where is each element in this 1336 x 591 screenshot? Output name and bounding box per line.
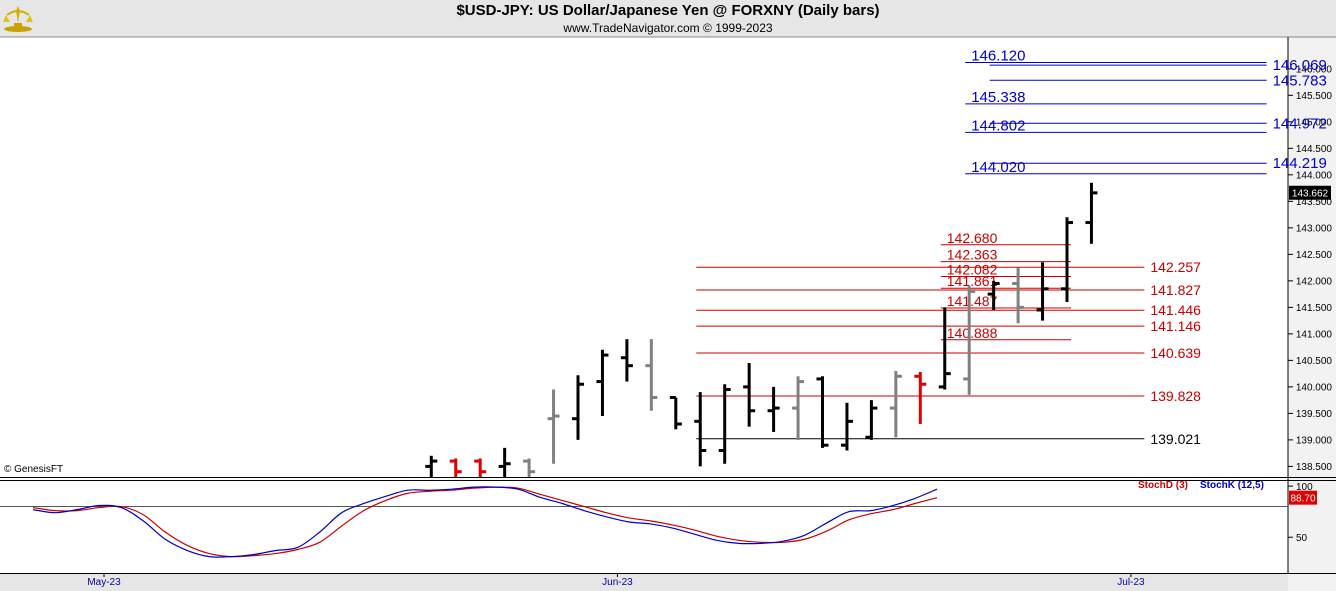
ohlc-bar <box>572 375 584 440</box>
ohlc-bar <box>1036 262 1049 321</box>
price-tick-label: 141.500 <box>1296 303 1333 314</box>
level-label: 144.802 <box>971 117 1025 134</box>
price-tick-label: 144.000 <box>1296 170 1333 181</box>
price-tick-label: 142.500 <box>1296 250 1333 261</box>
copyright-label: © GenesisFT <box>4 464 63 475</box>
chart-subtitle: www.TradeNavigator.com © 1999-2023 <box>563 21 773 35</box>
ohlc-bar <box>425 455 438 477</box>
ohlc-bar <box>767 386 780 432</box>
price-tick-label: 139.000 <box>1296 435 1333 446</box>
level-label: 144.219 <box>1273 155 1327 172</box>
price-tick-label: 145.500 <box>1296 91 1333 102</box>
ohlc-bar <box>596 349 609 417</box>
price-tick-label: 140.000 <box>1296 382 1333 393</box>
stoch-tick-label: 50 <box>1296 533 1308 544</box>
level-label: 142.257 <box>1150 259 1201 275</box>
level-label: 145.783 <box>1273 72 1327 89</box>
stoch-value-label: 88.70 <box>1290 494 1315 505</box>
ohlc-bar <box>987 280 1000 311</box>
ohlc-bar <box>963 286 976 395</box>
ohlc-bar <box>645 339 658 411</box>
ohlc-bar <box>1085 182 1098 244</box>
price-tick-label: 140.500 <box>1296 356 1333 367</box>
level-label: 144.972 <box>1273 115 1327 132</box>
ohlc-bar <box>523 458 536 477</box>
x-tick-label: Jul-23 <box>1117 577 1145 588</box>
level-label: 144.020 <box>971 159 1025 176</box>
level-label: 140.888 <box>947 325 998 341</box>
x-tick-label: Jun-23 <box>602 577 633 588</box>
ohlc-bar <box>914 372 927 424</box>
trade-navigator-logo-icon <box>3 6 33 32</box>
price-tick-label: 139.500 <box>1296 409 1333 420</box>
ohlc-bar <box>1012 267 1025 324</box>
level-label: 141.446 <box>1150 302 1201 318</box>
price-tick-label: 138.500 <box>1296 462 1333 473</box>
chart-title: $USD-JPY: US Dollar/Japanese Yen @ FORXN… <box>456 2 880 19</box>
ohlc-bar <box>547 389 560 464</box>
price-tick-label: 145.000 <box>1296 117 1333 128</box>
ohlc-bar <box>620 339 633 382</box>
price-tick-label: 141.000 <box>1296 329 1333 340</box>
stoch-k-legend: StochK (12,5) <box>1200 480 1264 491</box>
ohlc-bar <box>669 395 682 430</box>
ohlc-bar <box>474 458 487 477</box>
stoch-k-line <box>32 486 938 558</box>
stoch-d-line <box>32 486 938 558</box>
ohlc-bar <box>792 376 805 440</box>
price-tick-label: 143.500 <box>1296 197 1333 208</box>
level-label: 146.069 <box>1273 57 1327 74</box>
ohlc-bar <box>694 392 707 467</box>
stoch-d-legend: StochD (3) <box>1138 480 1188 491</box>
level-label: 145.338 <box>971 89 1025 106</box>
price-tick-label: 146.000 <box>1296 64 1333 75</box>
level-label: 142.680 <box>947 230 998 246</box>
level-label: 142.363 <box>947 247 998 263</box>
x-tick-label: May-23 <box>87 577 121 588</box>
level-label: 140.639 <box>1150 345 1201 361</box>
ohlc-bar <box>718 384 731 464</box>
ohlc-bar <box>889 370 902 438</box>
ohlc-bar <box>938 307 951 390</box>
level-label: 139.021 <box>1150 431 1201 447</box>
price-tick-label: 142.000 <box>1296 276 1333 287</box>
price-tick-label: 143.000 <box>1296 223 1333 234</box>
stoch-value-badge <box>1289 490 1317 505</box>
level-label: 139.828 <box>1150 388 1201 404</box>
ohlc-bar <box>498 447 511 477</box>
ohlc-bar <box>1061 217 1073 303</box>
ohlc-bar <box>743 363 756 427</box>
ohlc-bar <box>816 376 829 448</box>
chart-header: $USD-JPY: US Dollar/Japanese Yen @ FORXN… <box>0 0 1336 37</box>
level-label: 141.861 <box>947 273 998 289</box>
price-tick-label: 144.500 <box>1296 144 1333 155</box>
stoch-tick-label: 100 <box>1296 482 1313 493</box>
last-price-label: 143.662 <box>1292 189 1329 200</box>
ohlc-bar <box>449 458 462 477</box>
level-label: 141.487 <box>947 293 998 309</box>
ohlc-bar <box>840 402 853 451</box>
ohlc-bar <box>865 400 878 440</box>
level-label: 141.827 <box>1150 282 1201 298</box>
level-label: 141.146 <box>1150 318 1201 334</box>
level-label: 146.120 <box>971 47 1025 64</box>
last-price-badge <box>1289 185 1331 200</box>
level-label: 142.082 <box>947 262 998 278</box>
